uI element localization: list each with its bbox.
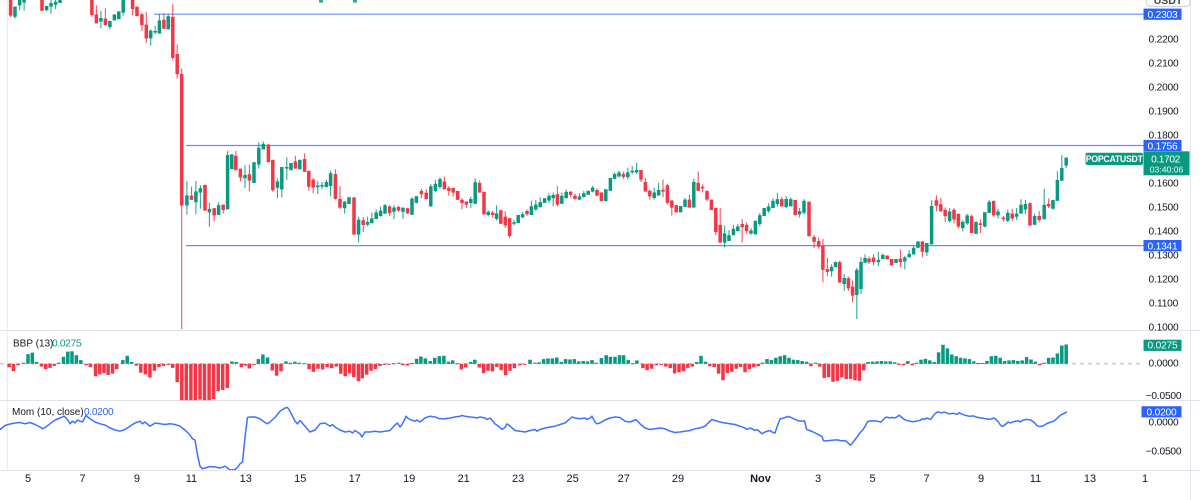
svg-text:11: 11	[186, 473, 197, 485]
svg-text:0.0200: 0.0200	[84, 407, 114, 418]
svg-text:0.1800: 0.1800	[1149, 131, 1179, 142]
svg-text:0.2100: 0.2100	[1149, 59, 1179, 70]
svg-text:27: 27	[618, 473, 630, 485]
svg-text:−0.0500: −0.0500	[1146, 447, 1182, 458]
svg-text:0.0275: 0.0275	[1148, 341, 1178, 352]
svg-text:19: 19	[403, 473, 415, 485]
svg-text:0.0000: 0.0000	[1149, 358, 1179, 369]
svg-text:BBP (13): BBP (13)	[13, 338, 53, 349]
svg-text:0.1500: 0.1500	[1149, 203, 1179, 214]
svg-text:25: 25	[566, 473, 578, 485]
svg-text:0.0200: 0.0200	[1147, 408, 1177, 419]
svg-text:0.1100: 0.1100	[1149, 299, 1179, 310]
svg-text:5: 5	[869, 473, 875, 485]
svg-text:9: 9	[134, 473, 140, 485]
svg-text:13: 13	[1084, 473, 1096, 485]
svg-text:15: 15	[294, 473, 306, 485]
svg-text:0.2303: 0.2303	[1148, 10, 1178, 21]
svg-text:0.2000: 0.2000	[1149, 83, 1179, 94]
svg-text:0.1000: 0.1000	[1149, 323, 1179, 334]
svg-text:3: 3	[815, 473, 821, 485]
svg-text:0.1300: 0.1300	[1149, 251, 1179, 262]
svg-text:Mom (10, close): Mom (10, close)	[12, 407, 84, 418]
svg-text:USDT: USDT	[1154, 0, 1183, 7]
svg-text:5: 5	[25, 473, 31, 485]
svg-text:17: 17	[349, 473, 361, 485]
svg-text:0.1341: 0.1341	[1148, 242, 1178, 253]
svg-text:9: 9	[978, 473, 984, 485]
svg-text:1: 1	[1142, 473, 1148, 485]
svg-text:0.1600: 0.1600	[1149, 179, 1179, 190]
svg-text:0.1756: 0.1756	[1148, 141, 1178, 152]
svg-text:7: 7	[79, 473, 85, 485]
svg-text:11: 11	[1030, 473, 1041, 485]
svg-text:0.1400: 0.1400	[1149, 227, 1179, 238]
svg-text:0.1900: 0.1900	[1149, 107, 1179, 118]
svg-text:13: 13	[240, 473, 252, 485]
svg-text:0.1702: 0.1702	[1151, 154, 1180, 165]
svg-text:Nov: Nov	[750, 473, 772, 485]
svg-text:23: 23	[512, 473, 524, 485]
svg-text:29: 29	[672, 473, 684, 485]
svg-text:03:40:06: 03:40:06	[1150, 165, 1184, 175]
svg-text:0.2200: 0.2200	[1149, 35, 1179, 46]
svg-text:0.0275: 0.0275	[52, 338, 82, 349]
svg-text:7: 7	[924, 473, 930, 485]
svg-text:21: 21	[458, 473, 470, 485]
svg-text:0.0000: 0.0000	[1149, 418, 1179, 429]
svg-text:POPCATUSDT: POPCATUSDT	[1086, 154, 1144, 164]
svg-text:−0.0500: −0.0500	[1146, 391, 1182, 402]
svg-text:0.1200: 0.1200	[1149, 275, 1179, 286]
